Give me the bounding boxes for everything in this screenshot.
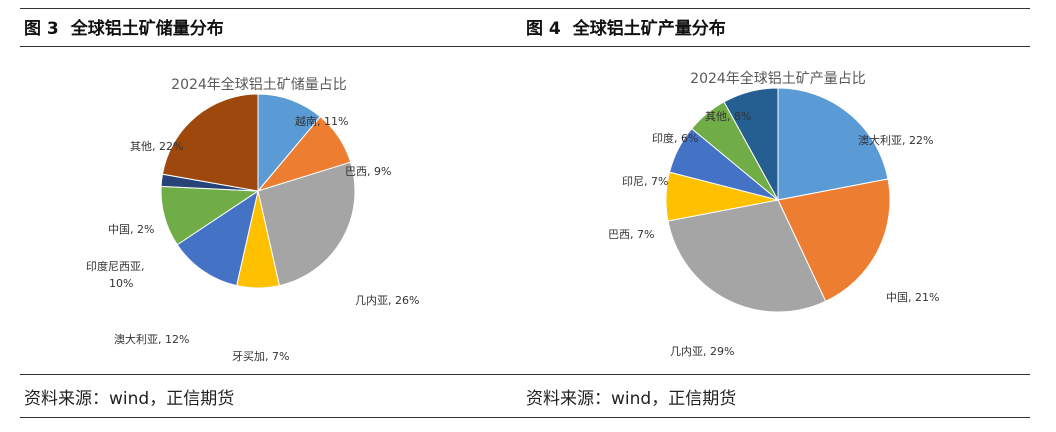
production-slice-1 (777, 178, 891, 303)
data-label-india: 印度, 6% (652, 131, 698, 145)
figure-number: 图 4 (526, 19, 561, 39)
data-label-guinea: 几内亚, 29% (670, 344, 734, 358)
source-rule (522, 374, 1030, 375)
figure-number: 图 3 (24, 19, 59, 39)
data-label-others: 其他, 22% (130, 140, 183, 153)
reserves-pie-chart: 2024年全球铝土矿储量占比 越南, 11% 巴西, 9% 几内亚, 26% 牙… (20, 48, 528, 372)
figure-caption: 全球铝土矿产量分布 (572, 19, 726, 39)
top-rule (522, 8, 1030, 9)
figure-title: 图 3 全球铝土矿储量分布 (24, 14, 224, 39)
source-note: 资料来源：wind，正信期货 (526, 389, 737, 409)
data-label-guinea: 几内亚, 26% (355, 293, 419, 307)
figure-title: 图 4 全球铝土矿产量分布 (526, 14, 726, 39)
data-label-australia: 澳大利亚, 12% (114, 332, 189, 346)
production-data-labels: 澳大利亚, 22% 中国, 21% 几内亚, 29% 巴西, 7% 印尼, 7%… (608, 110, 939, 358)
data-label-indonesia: 印尼, 7% (622, 175, 668, 188)
production-pie-chart: 2024年全球铝土矿产量占比 澳大利亚, 22% 中国, 21% 几内亚, 29… (522, 48, 1030, 372)
reserves-data-labels: 越南, 11% 巴西, 9% 几内亚, 26% 牙买加, 7% 澳大利亚, 12… (86, 114, 419, 363)
data-label-brazil: 巴西, 7% (608, 228, 654, 241)
data-label-indonesia-pct: 10% (109, 277, 133, 290)
production-slice-0 (777, 87, 889, 201)
data-label-china: 中国, 2% (108, 223, 154, 236)
bottom-rule (20, 417, 528, 418)
data-label-australia: 澳大利亚, 22% (858, 133, 933, 147)
data-label-jamaica: 牙买加, 7% (232, 350, 289, 363)
bottom-rule (522, 417, 1030, 418)
chart-title: 2024年全球铝土矿产量占比 (690, 70, 866, 87)
figure-3-panel: 图 3 全球铝土矿储量分布 2024年全球铝土矿储量占比 越南, 11% 巴西, … (20, 8, 528, 420)
figure-4-panel: 图 4 全球铝土矿产量分布 2024年全球铝土矿产量占比 澳大利亚, 22% 中国… (522, 8, 1030, 420)
production-pie-slices (665, 87, 891, 313)
data-label-brazil: 巴西, 9% (345, 165, 391, 178)
data-label-vietnam: 越南, 11% (295, 114, 348, 128)
reserves-pie-slices (160, 93, 356, 289)
data-label-china: 中国, 21% (886, 291, 939, 304)
source-rule (20, 374, 528, 375)
source-note: 资料来源：wind，正信期货 (24, 389, 235, 409)
reserves-slice-2 (257, 161, 356, 287)
production-slice-6 (723, 87, 779, 201)
figure-caption: 全球铝土矿储量分布 (70, 19, 224, 39)
reserves-slice-0 (257, 93, 322, 193)
chart-title: 2024年全球铝土矿储量占比 (171, 76, 347, 93)
data-label-others: 其他, 8% (705, 110, 751, 123)
production-slice-2 (667, 199, 827, 313)
reserves-slice-4 (176, 189, 259, 287)
reserves-slice-7 (161, 93, 259, 192)
top-rule (20, 8, 528, 9)
reserves-pie-svg: 2024年全球铝土矿储量占比 越南, 11% 巴西, 9% 几内亚, 26% 牙… (86, 76, 419, 363)
data-label-indonesia: 印度尼西亚, (86, 259, 145, 273)
title-rule (20, 46, 528, 47)
production-pie-svg: 2024年全球铝土矿产量占比 澳大利亚, 22% 中国, 21% 几内亚, 29… (608, 70, 939, 358)
title-rule (522, 46, 1030, 47)
